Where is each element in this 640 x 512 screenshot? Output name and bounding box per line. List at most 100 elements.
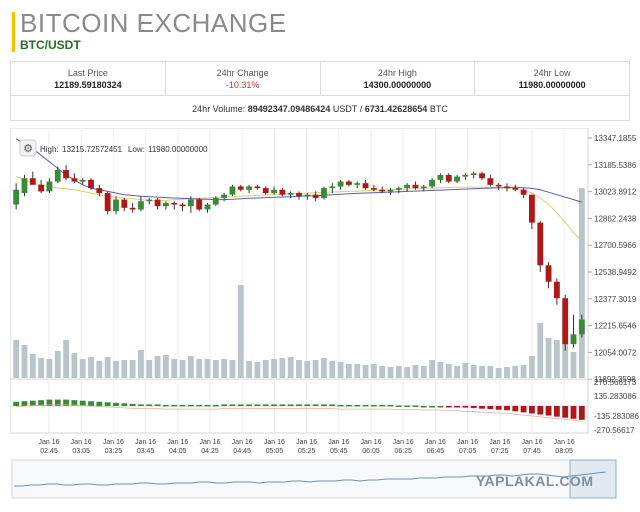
volume-bar xyxy=(462,363,469,378)
volume-usdt-unit: USDT xyxy=(332,104,358,114)
candle-body[interactable] xyxy=(71,178,78,182)
candle-body[interactable] xyxy=(63,170,69,179)
candle-body[interactable] xyxy=(362,183,369,189)
chart-svg[interactable]: 13347.1855 13185.5386 13023.8912 12862.2438… xyxy=(9,127,640,500)
macd-bar xyxy=(96,401,103,406)
candle-body[interactable] xyxy=(379,189,386,192)
candle-body[interactable] xyxy=(21,178,28,194)
candle-body[interactable] xyxy=(212,197,219,205)
candle-body[interactable] xyxy=(346,181,352,185)
candle-body[interactable] xyxy=(204,204,211,210)
candle-body[interactable] xyxy=(46,181,53,192)
volume-bar xyxy=(187,356,194,378)
x-tick-date: Jan 16 xyxy=(38,439,59,446)
candle-body[interactable] xyxy=(237,186,244,190)
candle-body[interactable] xyxy=(54,170,61,182)
candle-body[interactable] xyxy=(171,202,178,205)
candlesticks[interactable] xyxy=(13,165,585,351)
price-axis: 13347.1855 13185.5386 13023.8912 12862.2438… xyxy=(588,134,639,435)
trading-pair: BTC/USDT xyxy=(20,38,81,52)
x-tick-time: 06:25 xyxy=(394,448,412,455)
candle-body[interactable] xyxy=(329,186,336,189)
candle-body[interactable] xyxy=(287,193,294,195)
candle-body[interactable] xyxy=(562,298,569,345)
candle-body[interactable] xyxy=(129,207,136,210)
x-tick-time: 04:45 xyxy=(233,448,251,455)
time-axis: Jan 16 02:45 Jan 16 03:05 Jan 16 03:25 Jan 16 0… xyxy=(38,439,574,455)
volume-bar xyxy=(562,326,569,378)
macd-bar xyxy=(154,404,161,406)
macd-tick-label: 270.566173 xyxy=(594,378,637,387)
navigator-frame[interactable] xyxy=(11,459,617,499)
candle-body[interactable] xyxy=(395,188,402,190)
candle-body[interactable] xyxy=(337,181,344,187)
candle-body[interactable] xyxy=(570,334,577,345)
candle-body[interactable] xyxy=(229,186,236,195)
volume-bar xyxy=(395,366,402,378)
candle-body[interactable] xyxy=(113,199,119,212)
candle-body[interactable] xyxy=(121,199,128,208)
candle-body[interactable] xyxy=(420,186,427,189)
candle-body[interactable] xyxy=(529,194,535,223)
candle-body[interactable] xyxy=(96,188,103,194)
candle-body[interactable] xyxy=(38,184,45,192)
x-tick-time: 07:25 xyxy=(491,448,509,455)
volume-bar xyxy=(379,366,386,378)
candle-body[interactable] xyxy=(504,186,510,189)
candle-body[interactable] xyxy=(545,265,552,282)
candle-body[interactable] xyxy=(262,188,269,194)
candle-body[interactable] xyxy=(88,179,94,189)
candle-body[interactable] xyxy=(370,188,377,190)
candle-body[interactable] xyxy=(187,199,194,207)
candle-body[interactable] xyxy=(487,178,494,185)
candle-body[interactable] xyxy=(454,176,460,182)
candle-body[interactable] xyxy=(162,202,169,207)
candle-body[interactable] xyxy=(512,188,519,190)
navigator-panel[interactable] xyxy=(11,459,617,499)
macd-bar xyxy=(237,404,244,406)
candle-body[interactable] xyxy=(312,194,319,198)
candle-body[interactable] xyxy=(179,204,186,207)
candle-body[interactable] xyxy=(354,183,361,185)
candle-body[interactable] xyxy=(387,189,394,192)
candle-body[interactable] xyxy=(437,174,444,180)
navigator-selection[interactable] xyxy=(569,459,617,499)
gear-icon[interactable]: ⚙ xyxy=(23,143,33,155)
candle-body[interactable] xyxy=(445,174,452,182)
candle-body[interactable] xyxy=(196,199,203,210)
candle-body[interactable] xyxy=(578,319,585,335)
candle-body[interactable] xyxy=(462,174,469,177)
stat-24hr-change: 24hr Change -10.31% xyxy=(166,62,321,95)
candle-body[interactable] xyxy=(479,173,485,179)
candle-body[interactable] xyxy=(537,222,544,266)
candle-body[interactable] xyxy=(470,173,477,175)
candle-body[interactable] xyxy=(138,201,144,210)
candle-body[interactable] xyxy=(13,189,20,205)
candle-body[interactable] xyxy=(271,189,277,194)
candle-body[interactable] xyxy=(304,194,311,197)
candle-body[interactable] xyxy=(154,199,161,207)
macd-bar xyxy=(63,399,69,406)
legend-low-label: Low: xyxy=(128,145,145,154)
candle-body[interactable] xyxy=(254,186,261,189)
volume-bar xyxy=(354,364,361,378)
settings-button[interactable] xyxy=(19,139,37,157)
candle-body[interactable] xyxy=(412,184,419,189)
candle-body[interactable] xyxy=(221,194,228,198)
candle-body[interactable] xyxy=(520,189,527,195)
volume-bar xyxy=(487,366,494,378)
candle-body[interactable] xyxy=(246,186,252,190)
candle-body[interactable] xyxy=(79,179,86,182)
candle-body[interactable] xyxy=(429,179,436,187)
candle-body[interactable] xyxy=(104,193,111,212)
candle-body[interactable] xyxy=(321,188,327,198)
macd-bar xyxy=(212,404,219,407)
candle-body[interactable] xyxy=(553,281,560,299)
candle-body[interactable] xyxy=(296,193,302,197)
candle-body[interactable] xyxy=(279,189,286,195)
candle-body[interactable] xyxy=(495,184,502,187)
price-chart[interactable]: 13347.1855 13185.5386 13023.8912 12862.2438… xyxy=(9,127,640,500)
candle-body[interactable] xyxy=(29,178,36,185)
candle-body[interactable] xyxy=(404,184,411,189)
candle-body[interactable] xyxy=(146,199,153,202)
